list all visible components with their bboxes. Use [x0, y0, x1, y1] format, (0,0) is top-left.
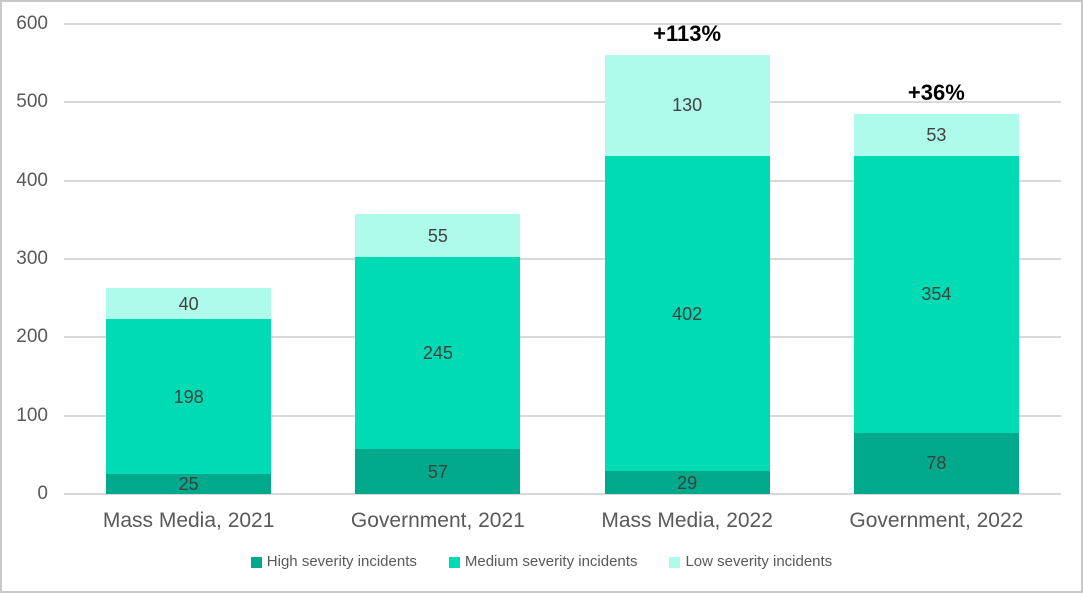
category-label: Government, 2022 — [849, 509, 1024, 532]
bar-segment-label: 57 — [427, 461, 448, 482]
bar-segment — [106, 319, 272, 475]
y-axis-tick-label: 300 — [16, 248, 48, 269]
bar-segment — [853, 432, 1019, 494]
bar-segment — [355, 214, 521, 258]
bar-segment-label: 53 — [926, 124, 947, 145]
category-label: Government, 2021 — [350, 509, 525, 532]
bar-segment-label: 130 — [672, 95, 703, 116]
bar-segment — [106, 474, 272, 494]
bar-segment-label: 354 — [921, 284, 952, 305]
y-axis-tick-label: 500 — [16, 91, 48, 113]
legend-label: Low severity incidents — [685, 553, 833, 570]
bar-segment — [604, 156, 770, 472]
bar-segment-label: 55 — [427, 225, 448, 246]
bar-segment-label: 402 — [672, 303, 703, 324]
category-label: Mass Media, 2022 — [601, 509, 773, 532]
bar-segment — [853, 114, 1019, 156]
gridline — [64, 493, 1061, 495]
bar-segment-label: 29 — [677, 472, 698, 493]
gridline — [64, 336, 1061, 339]
bar-segment — [355, 449, 521, 494]
bar-segment — [106, 287, 272, 320]
y-axis-tick-label: 600 — [16, 13, 48, 34]
y-axis-tick-label: 100 — [16, 404, 48, 426]
gridline — [64, 258, 1061, 260]
gridline — [64, 101, 1061, 104]
legend-swatch — [669, 556, 681, 568]
legend-item: High severity incidents — [250, 553, 417, 571]
legend-item: Low severity incidents — [669, 553, 832, 571]
gridline — [64, 179, 1061, 182]
bar-segment-label: 78 — [926, 453, 947, 474]
legend-item: Medium severity incidents — [448, 553, 638, 571]
legend: High severity incidents Medium severity i… — [2, 553, 1081, 571]
bar-segment — [604, 54, 770, 157]
category-label: Mass Media, 2021 — [102, 509, 275, 532]
gridline — [64, 23, 1061, 25]
bar-segment — [355, 257, 521, 450]
bar-segment-label: 40 — [178, 293, 199, 314]
y-axis-tick-label: 0 — [37, 483, 48, 504]
gridline — [64, 414, 1061, 417]
y-axis-tick-label: 200 — [16, 326, 48, 348]
legend-swatch — [250, 556, 262, 568]
bar-segment — [853, 155, 1019, 433]
bar-segment-label: 25 — [178, 474, 199, 495]
bar-segment — [604, 471, 770, 494]
y-axis-tick-label: 400 — [16, 169, 48, 191]
legend-label: High severity incidents — [266, 553, 417, 570]
bar-segment-label: 198 — [173, 386, 204, 407]
growth-annotation: +36% — [907, 80, 965, 106]
growth-annotation: +113% — [653, 20, 722, 46]
legend-label: Medium severity incidents — [464, 553, 638, 570]
legend-swatch — [448, 556, 460, 568]
bar-segment-label: 245 — [422, 343, 453, 364]
